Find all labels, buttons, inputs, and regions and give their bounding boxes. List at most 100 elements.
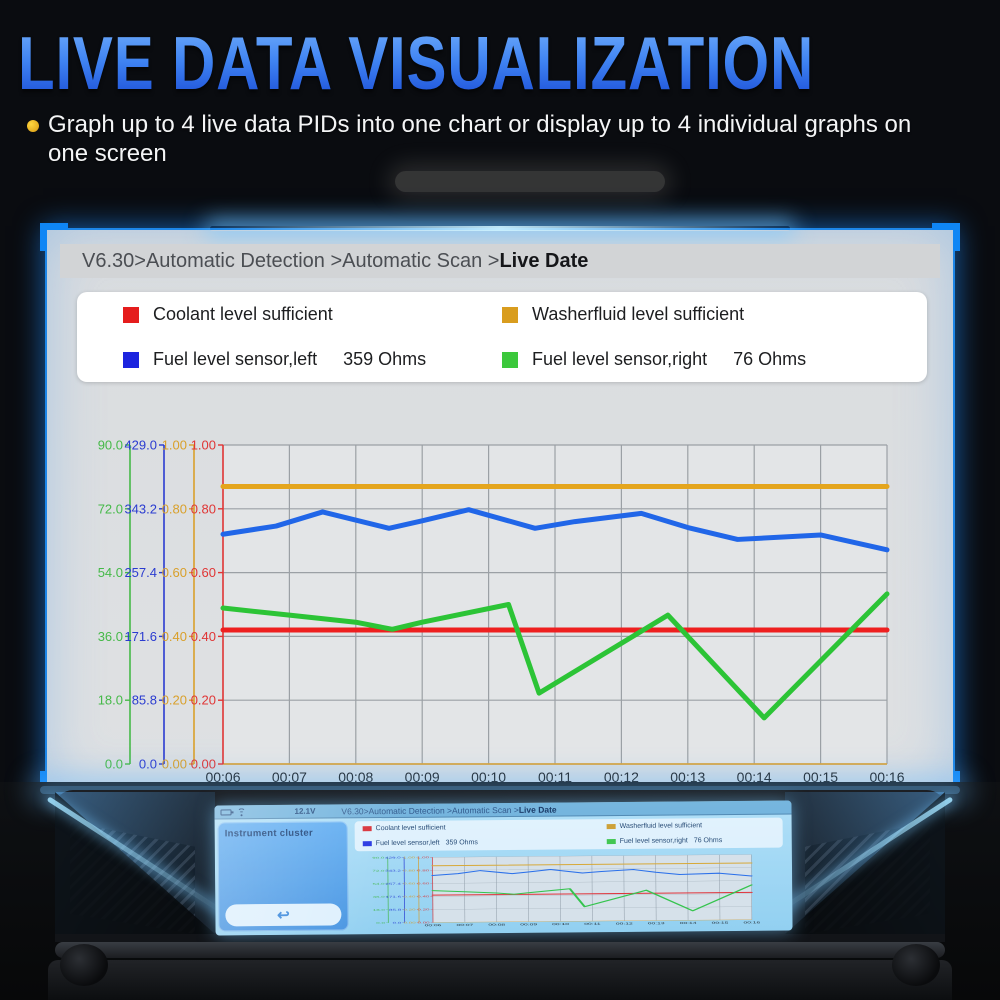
legend-swatch-red	[362, 826, 372, 832]
device-breadcrumb-path[interactable]: V6.30>Automatic Detection >Automatic Sca…	[341, 804, 519, 816]
legend-swatch-orange	[502, 306, 518, 323]
breadcrumb-current[interactable]: Live Date	[499, 250, 589, 272]
svg-text:0.0: 0.0	[105, 757, 123, 772]
device-ridge-top	[55, 942, 945, 958]
svg-text:85.8: 85.8	[132, 693, 157, 708]
svg-text:0.60: 0.60	[162, 565, 187, 580]
svg-text:0.0: 0.0	[139, 757, 157, 772]
device-breadcrumb-current[interactable]: Live Date	[518, 804, 557, 815]
legend-item-fuel-right: Fuel level sensor,right 76 Ohms	[502, 337, 927, 382]
legend-item-fuel-left: Fuel level sensor,left 359 Ohms	[77, 337, 502, 382]
svg-text:429.0: 429.0	[124, 438, 157, 453]
svg-text:00:11: 00:11	[584, 922, 600, 925]
svg-text:00:14: 00:14	[737, 769, 772, 785]
svg-text:1.00: 1.00	[162, 438, 187, 453]
svg-text:343.2: 343.2	[385, 869, 401, 872]
breadcrumb-path[interactable]: V6.30>Automatic Detection >Automatic Sca…	[82, 250, 500, 272]
device-ridge-bottom	[48, 960, 952, 1000]
legend-swatch-blue	[362, 841, 372, 847]
device-live-data-chart: 0.0 18.0 36.0 54.0 72.0 90.0 0.0 85.8 171.6 257.4…	[372, 854, 760, 927]
svg-text:18.0: 18.0	[98, 693, 123, 708]
svg-text:00:10: 00:10	[552, 923, 569, 926]
legend-label: Fuel level sensor,left	[375, 839, 440, 848]
svg-text:257.4: 257.4	[385, 882, 401, 885]
svg-text:00:16: 00:16	[869, 769, 904, 785]
svg-text:00:13: 00:13	[648, 922, 665, 925]
svg-text:00:07: 00:07	[272, 769, 307, 785]
svg-text:171.6: 171.6	[385, 895, 401, 898]
legend-swatch-green	[606, 839, 616, 845]
battery-icon	[220, 808, 232, 815]
svg-text:0.60: 0.60	[417, 882, 430, 885]
device-screen: 12.1V V6.30>Automatic Detection >Automat…	[214, 800, 793, 936]
legend-label: Fuel level sensor,left	[153, 349, 318, 369]
device-knob-left	[60, 944, 108, 986]
svg-text:0.00: 0.00	[162, 757, 187, 772]
svg-text:72.0: 72.0	[372, 869, 385, 872]
legend-swatch-green	[502, 351, 518, 368]
ceiling-light	[395, 171, 665, 192]
svg-text:00:06: 00:06	[425, 924, 442, 927]
legend-label: Coolant level sufficient	[375, 824, 446, 833]
legend-label: Washerfluid level sufficient	[619, 822, 703, 830]
svg-text:90.0: 90.0	[98, 438, 123, 453]
device-legend-card: Coolant level sufficient Washerfluid lev…	[354, 817, 783, 852]
svg-text:0.00: 0.00	[418, 921, 431, 924]
screenshot-panel: V6.30>Automatic Detection >Automatic Sca…	[40, 223, 960, 799]
legend-card: Coolant level sufficient Washerfluid lev…	[77, 292, 927, 382]
svg-text:00:08: 00:08	[338, 769, 373, 785]
svg-text:90.0: 90.0	[372, 856, 385, 859]
device-breadcrumb[interactable]: V6.30>Automatic Detection >Automatic Sca…	[341, 804, 556, 816]
legend-item-washerfluid: Washerfluid level sufficient	[502, 292, 927, 337]
legend-swatch-blue	[123, 351, 139, 368]
legend-value: 76 Ohms	[693, 837, 723, 845]
legend-label: Coolant level sufficient	[153, 304, 333, 324]
wifi-icon	[236, 807, 246, 817]
legend-label: Washerfluid level sufficient	[532, 304, 745, 324]
svg-text:171.6: 171.6	[124, 629, 157, 644]
svg-text:0.40: 0.40	[162, 629, 187, 644]
svg-text:1.00: 1.00	[403, 856, 416, 859]
back-button[interactable]: ↩	[225, 903, 342, 927]
sidebar-title: Instrument cluster	[224, 827, 314, 840]
feature-text: Graph up to 4 live data PIDs into one ch…	[48, 111, 912, 167]
device-legend-item-coolant: Coolant level sufficient	[355, 823, 599, 832]
svg-text:00:07: 00:07	[456, 924, 473, 927]
svg-text:0.80: 0.80	[191, 501, 216, 516]
device-knob-right	[892, 944, 940, 986]
svg-text:18.0: 18.0	[373, 909, 386, 912]
svg-text:00:11: 00:11	[538, 769, 572, 785]
legend-value: 359 Ohms	[343, 349, 427, 369]
breadcrumb[interactable]: V6.30>Automatic Detection >Automatic Sca…	[60, 244, 940, 278]
device-legend-item-washerfluid: Washerfluid level sufficient	[599, 822, 783, 831]
legend-label: Fuel level sensor,right	[619, 837, 688, 845]
svg-text:0.60: 0.60	[403, 882, 416, 885]
svg-text:0.0: 0.0	[376, 922, 385, 925]
svg-text:00:10: 00:10	[471, 769, 506, 785]
svg-text:54.0: 54.0	[373, 883, 386, 886]
svg-text:00:12: 00:12	[616, 922, 633, 925]
svg-text:1.00: 1.00	[417, 856, 430, 859]
svg-text:0.80: 0.80	[417, 869, 430, 872]
svg-text:36.0: 36.0	[373, 896, 386, 899]
svg-text:429.0: 429.0	[385, 856, 401, 859]
svg-text:36.0: 36.0	[98, 629, 123, 644]
svg-text:00:12: 00:12	[604, 769, 639, 785]
svg-text:00:09: 00:09	[520, 923, 537, 926]
svg-text:0.80: 0.80	[162, 501, 187, 516]
back-arrow-icon: ↩	[277, 906, 290, 924]
svg-text:00:14: 00:14	[680, 922, 697, 925]
voltage-reading: 12.1V	[294, 806, 316, 816]
svg-text:0.80: 0.80	[403, 869, 416, 872]
svg-text:00:15: 00:15	[803, 769, 838, 785]
device-legend-item-fuel-left: Fuel level sensor,left 359 Ohms	[355, 838, 599, 847]
svg-text:00:06: 00:06	[205, 769, 240, 785]
sidebar-panel-instrument-cluster[interactable]: Instrument cluster ↩	[217, 821, 349, 932]
legend-label: Fuel level sensor,right	[532, 349, 708, 369]
svg-text:0.40: 0.40	[191, 629, 216, 644]
svg-text:0.20: 0.20	[403, 908, 416, 911]
legend-swatch-red	[123, 306, 139, 323]
svg-text:00:15: 00:15	[712, 921, 729, 924]
corner-bracket-top-right	[932, 223, 960, 251]
